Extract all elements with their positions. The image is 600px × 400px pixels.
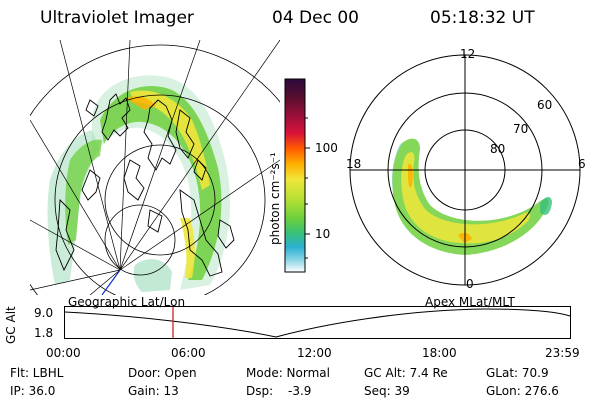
glat-info: GLat: 70.9 [486, 366, 549, 380]
intensity-colorbar [284, 78, 310, 273]
timeline-x-tick-1800: 18:00 [422, 346, 457, 360]
timeline-x-tick-0000: 00:00 [46, 346, 81, 360]
mlat-label-60: 60 [537, 98, 553, 112]
mlt-label-18: 18 [346, 157, 362, 171]
seq-info: Seq: 39 [364, 384, 410, 398]
dsp-value: -3.9 [288, 384, 312, 398]
mode-info: Mode: Normal [246, 366, 330, 380]
timeline-y-tick-max: 9.0 [34, 306, 54, 320]
colorbar-unit-label: photon cm⁻²s⁻¹ [268, 152, 282, 245]
mlt-label-6: 6 [578, 157, 586, 171]
colorbar-tick-100: 100 [315, 141, 338, 155]
colorbar-tick-10: 10 [315, 227, 331, 241]
filter-info: Flt: LBHL [10, 366, 64, 380]
gain-info: Gain: 13 [128, 384, 179, 398]
mlt-label-12: 12 [460, 47, 476, 61]
gc-alt-info: GC Alt: 7.4 Re [364, 366, 448, 380]
timeline-y-label: GC Alt [4, 306, 18, 344]
ip-info: IP: 36.0 [10, 384, 56, 398]
door-info: Door: Open [128, 366, 197, 380]
timeline-x-tick-2359: 23:59 [545, 346, 580, 360]
geographic-auroral-image [30, 40, 280, 295]
observation-date: 04 Dec 00 [272, 8, 359, 28]
timeline-x-tick-1200: 12:00 [297, 346, 332, 360]
mlat-label-70: 70 [513, 122, 529, 136]
polar-mlt-plot [349, 54, 581, 286]
timeline-left-caption: Geographic Lat/Lon [68, 295, 186, 309]
mlt-label-0: 0 [466, 277, 474, 291]
glon-info: GLon: 276.6 [486, 384, 559, 398]
timeline-y-tick-min: 1.8 [34, 326, 54, 340]
altitude-timeline [64, 306, 571, 339]
timeline-x-tick-0600: 06:00 [171, 346, 206, 360]
timeline-right-caption: Apex MLat/MLT [425, 295, 515, 309]
observation-time: 05:18:32 UT [430, 8, 535, 28]
mlat-label-80: 80 [490, 142, 506, 156]
instrument-title: Ultraviolet Imager [40, 8, 194, 28]
dsp-label: Dsp: [246, 384, 274, 398]
